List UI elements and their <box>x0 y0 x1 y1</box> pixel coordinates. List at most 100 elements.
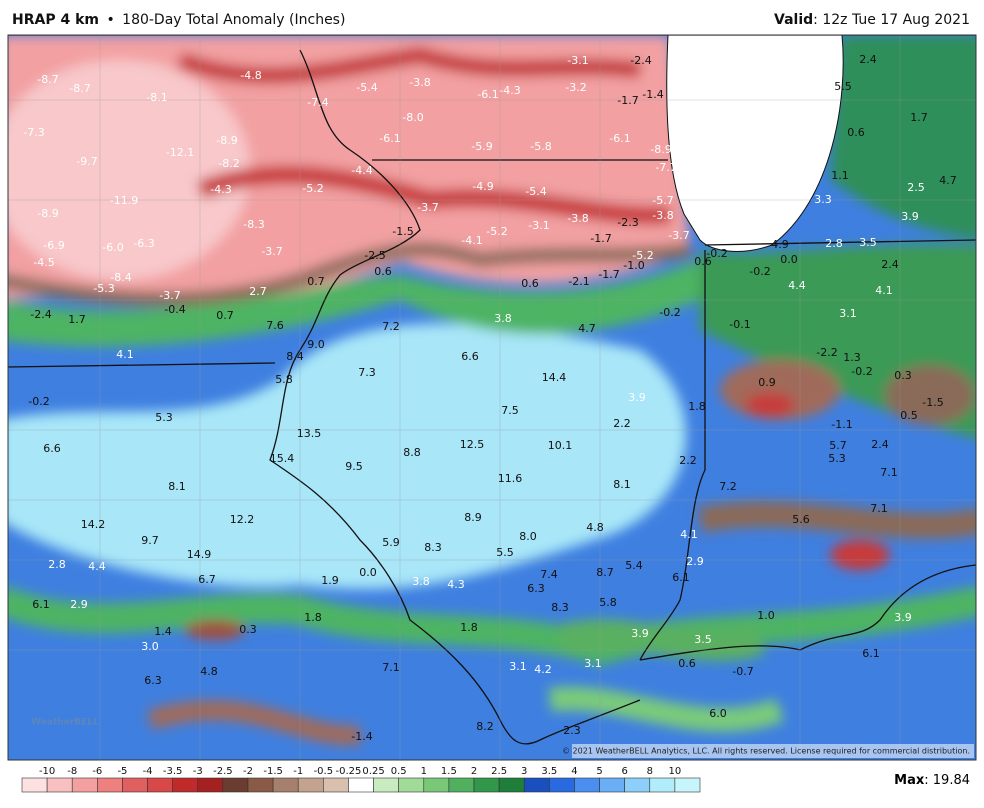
valid-value: : 12z Tue 17 Aug 2021 <box>813 12 970 28</box>
colorbar-swatch <box>46 777 73 793</box>
map-value-label: 14.2 <box>81 518 106 531</box>
map-value-label: 3.3 <box>814 193 832 206</box>
map-value-label: -2.4 <box>30 308 51 321</box>
product: HRAP 4 km <box>12 12 99 28</box>
colorbar-tick-label: -3 <box>193 766 203 777</box>
map-value-label: -5.2 <box>486 225 507 238</box>
colorbar-tick-label: 5 <box>596 766 602 777</box>
map-value-label: 14.9 <box>187 548 212 561</box>
map-value-label: -6.0 <box>102 241 123 254</box>
title: 180-Day Total Anomaly (Inches) <box>122 12 345 28</box>
map-value-label: 7.1 <box>382 661 400 674</box>
map-value-label: 1.8 <box>304 611 322 624</box>
colorbar-tick-label: -10 <box>39 766 55 777</box>
map-value-label: 2.8 <box>48 558 66 571</box>
map-labels: -8.7-8.7-8.1-4.8-7.4-5.4 -3.8-6.1 -4.3-3.1… <box>23 53 956 743</box>
map-value-label: -12.1 <box>166 146 194 159</box>
map-value-label: 1.4 <box>154 625 172 638</box>
colorbar-swatch <box>323 777 349 793</box>
map-value-label: 0.6 <box>847 126 865 139</box>
colorbar-swatch <box>599 777 625 793</box>
colorbar-swatch <box>674 777 701 793</box>
map-value-label: 9.5 <box>345 460 363 473</box>
map-value-label: -4.9 <box>472 180 493 193</box>
map-value-label: -0.2 <box>659 306 680 319</box>
map-value-label: 2.2 <box>613 417 631 430</box>
map-value-label: 5.8 <box>599 596 617 609</box>
map-value-label: -1.0 <box>623 259 644 272</box>
colorbar-tick-label: -1 <box>293 766 303 777</box>
colorbar-tick-label: 4 <box>571 766 577 777</box>
colorbar-tick-label: -8 <box>67 766 77 777</box>
map-value-label: 0.6 <box>521 277 539 290</box>
map-value-label: 0.3 <box>894 369 912 382</box>
map-value-label: 8.0 <box>519 530 537 543</box>
colorbar-swatch <box>348 777 374 793</box>
map-value-label: 5.4 <box>625 559 643 572</box>
colorbar-swatch <box>197 777 224 793</box>
colorbar-tick-label: 2 <box>471 766 477 777</box>
map-value-label: 3.8 <box>494 312 512 325</box>
map-value-label: 3.9 <box>894 611 912 624</box>
map-value-label: 12.2 <box>230 513 255 526</box>
map-value-label: 5.9 <box>382 536 400 549</box>
colorbar-swatch <box>21 777 48 793</box>
colorbar-swatch <box>649 777 676 793</box>
colorbar-tick-label: -2 <box>243 766 253 777</box>
map-value-label: 5.5 <box>834 80 852 93</box>
map: -8.7-8.7-8.1-4.8-7.4-5.4 -3.8-6.1 -4.3-3.1… <box>8 35 976 760</box>
colorbar-tick-label: -0.25 <box>336 766 362 777</box>
colorbar-tick-label: 0.25 <box>362 766 384 777</box>
map-value-label: -0.2 <box>28 395 49 408</box>
map-value-label: -3.8 <box>409 76 430 89</box>
map-value-label: 7.2 <box>382 320 400 333</box>
map-value-label: 8.4 <box>286 350 304 363</box>
map-value-label: -4.8 <box>240 69 261 82</box>
map-value-label: 3.9 <box>631 627 649 640</box>
map-value-label: 4.9 <box>771 238 789 251</box>
map-frame <box>7 34 977 761</box>
map-value-label: -3.1 <box>567 54 588 67</box>
map-value-label: -7.7 <box>655 161 676 174</box>
map-value-label: 8.1 <box>613 478 631 491</box>
colorbar-tick-label: 1.5 <box>441 766 457 777</box>
state-borders <box>8 35 976 745</box>
map-value-label: -8.9 <box>37 207 58 220</box>
map-value-label: 6.3 <box>527 582 545 595</box>
map-value-label: 2.7 <box>249 285 267 298</box>
map-value-label: 2.8 <box>825 237 843 250</box>
map-value-label: 7.1 <box>880 466 898 479</box>
map-value-label: 8.9 <box>464 511 482 524</box>
colorbar-tick-label: -1.5 <box>263 766 283 777</box>
colorbar-tick-label: 6 <box>621 766 627 777</box>
header: HRAP 4 km • 180-Day Total Anomaly (Inche… <box>12 12 345 28</box>
map-value-label: -2.1 <box>568 275 589 288</box>
colorbar-tick-label: -6 <box>92 766 102 777</box>
map-value-label: 7.2 <box>719 480 737 493</box>
map-value-label: 3.1 <box>584 657 602 670</box>
map-value-label: 6.1 <box>32 598 50 611</box>
map-value-label: 3.5 <box>859 236 877 249</box>
map-value-label: 6.1 <box>862 647 880 660</box>
map-value-label: 2.4 <box>859 53 877 66</box>
map-value-label: 2.9 <box>70 598 88 611</box>
map-value-label: -4.3 <box>210 183 231 196</box>
map-value-label: -3.2 <box>565 81 586 94</box>
map-value-label: 7.3 <box>358 366 376 379</box>
map-value-label: 7.4 <box>540 568 558 581</box>
map-value-label: 8.2 <box>476 720 494 733</box>
map-value-label: 11.6 <box>498 472 523 485</box>
map-value-label: 0.7 <box>216 309 234 322</box>
map-value-label: 4.7 <box>578 322 596 335</box>
colorbar-swatch <box>523 777 550 793</box>
map-value-label: -1.7 <box>617 94 638 107</box>
colorbar-swatch <box>71 777 98 793</box>
map-value-label: -8.2 <box>218 157 239 170</box>
map-value-label: -8.4 <box>110 271 131 284</box>
map-value-label: -8.9 <box>650 143 671 156</box>
map-value-label: -0.2 <box>749 265 770 278</box>
map-value-label: -3.7 <box>261 245 282 258</box>
colorbar-swatch <box>624 777 651 793</box>
colorbar-swatch <box>473 777 500 793</box>
county-borders <box>8 35 976 760</box>
